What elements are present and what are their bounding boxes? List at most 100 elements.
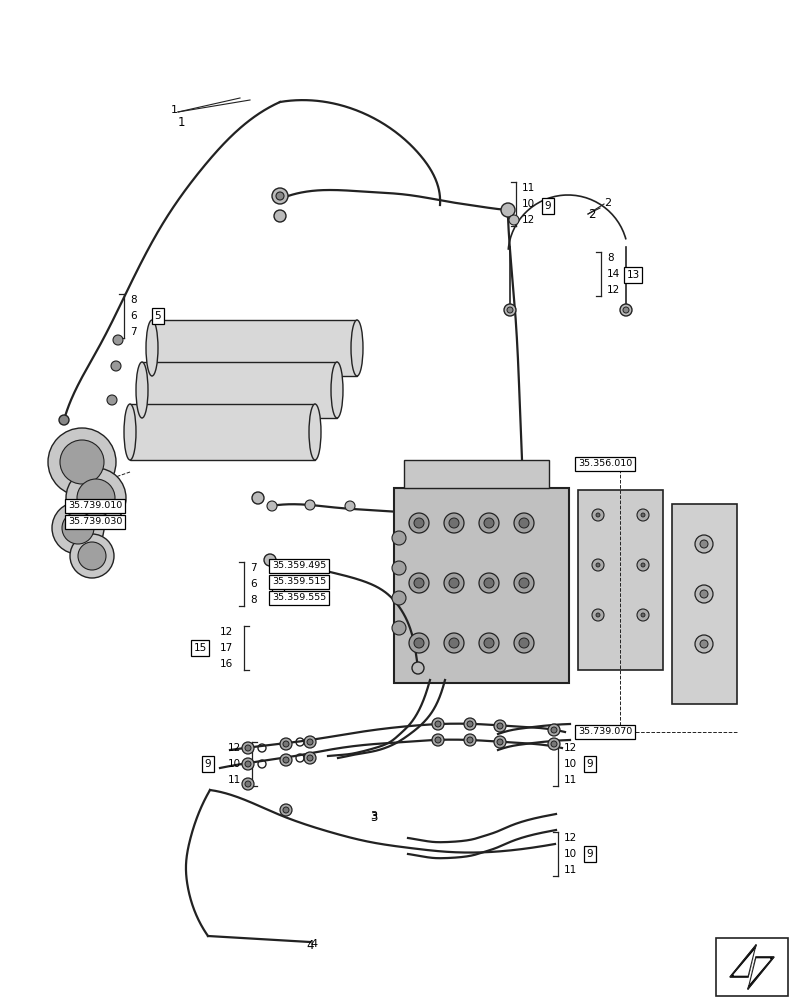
Circle shape <box>496 723 502 729</box>
Polygon shape <box>729 945 755 977</box>
Circle shape <box>478 513 499 533</box>
Text: 7: 7 <box>130 327 136 337</box>
Ellipse shape <box>331 362 342 418</box>
Circle shape <box>345 501 354 511</box>
Circle shape <box>699 540 707 548</box>
Text: 10: 10 <box>564 759 577 769</box>
Text: 3: 3 <box>370 811 377 824</box>
Text: 3: 3 <box>370 811 376 821</box>
Circle shape <box>60 440 104 484</box>
Circle shape <box>478 633 499 653</box>
Circle shape <box>595 613 599 617</box>
Circle shape <box>303 752 315 764</box>
Circle shape <box>483 638 493 648</box>
Circle shape <box>591 609 603 621</box>
Text: 35.359.495: 35.359.495 <box>272 562 326 570</box>
Text: 9: 9 <box>204 759 211 769</box>
Text: 13: 13 <box>625 270 639 280</box>
Circle shape <box>409 573 428 593</box>
Text: 11: 11 <box>564 865 577 875</box>
Text: 5: 5 <box>274 579 281 589</box>
Circle shape <box>70 534 114 578</box>
Text: 9: 9 <box>544 201 551 211</box>
Bar <box>152 320 357 376</box>
Circle shape <box>518 638 528 648</box>
Circle shape <box>245 781 251 787</box>
Circle shape <box>307 755 312 761</box>
Circle shape <box>591 509 603 521</box>
Circle shape <box>242 742 254 754</box>
Ellipse shape <box>135 362 148 418</box>
Circle shape <box>493 720 505 732</box>
Text: 1: 1 <box>178 116 185 129</box>
Circle shape <box>409 513 428 533</box>
Circle shape <box>506 307 513 313</box>
Text: 10: 10 <box>228 759 241 769</box>
Circle shape <box>78 542 106 570</box>
Circle shape <box>551 727 556 733</box>
Circle shape <box>636 559 648 571</box>
Circle shape <box>242 778 254 790</box>
Polygon shape <box>747 957 773 989</box>
Circle shape <box>280 754 292 766</box>
Text: 10: 10 <box>564 849 577 859</box>
Text: 12: 12 <box>228 743 241 753</box>
Bar <box>142 362 337 418</box>
Circle shape <box>48 428 116 496</box>
Text: 35.739.010: 35.739.010 <box>68 502 122 510</box>
Text: 8: 8 <box>607 253 613 263</box>
Circle shape <box>483 578 493 588</box>
Circle shape <box>113 335 122 345</box>
Circle shape <box>493 736 505 748</box>
Circle shape <box>77 479 115 517</box>
Circle shape <box>414 578 423 588</box>
Text: 7: 7 <box>250 563 256 573</box>
Circle shape <box>636 609 648 621</box>
Ellipse shape <box>350 320 363 376</box>
Circle shape <box>251 492 264 504</box>
Text: 1: 1 <box>171 105 178 115</box>
Text: 12: 12 <box>564 743 577 753</box>
Circle shape <box>595 513 599 517</box>
Circle shape <box>411 662 423 674</box>
Text: 11: 11 <box>564 775 577 785</box>
Circle shape <box>518 578 528 588</box>
Bar <box>715 938 787 996</box>
Text: 11: 11 <box>228 775 241 785</box>
Circle shape <box>272 188 288 204</box>
Text: 35.739.070: 35.739.070 <box>577 727 632 736</box>
Text: 35.739.030: 35.739.030 <box>68 518 122 526</box>
Circle shape <box>107 395 117 405</box>
Circle shape <box>640 613 644 617</box>
Circle shape <box>307 739 312 745</box>
Circle shape <box>62 512 94 544</box>
Text: 12: 12 <box>607 285 620 295</box>
Bar <box>672 504 736 704</box>
Circle shape <box>409 633 428 653</box>
Circle shape <box>622 307 629 313</box>
Circle shape <box>303 736 315 748</box>
Circle shape <box>518 518 528 528</box>
Text: 35.359.555: 35.359.555 <box>272 593 326 602</box>
Text: 35.356.010: 35.356.010 <box>577 460 632 468</box>
Circle shape <box>699 640 707 648</box>
Circle shape <box>435 737 440 743</box>
Circle shape <box>392 621 406 635</box>
Text: 2: 2 <box>587 208 594 221</box>
Circle shape <box>264 554 276 566</box>
Circle shape <box>435 721 440 727</box>
Circle shape <box>640 513 644 517</box>
Circle shape <box>595 563 599 567</box>
Circle shape <box>513 513 534 533</box>
Text: 12: 12 <box>521 215 534 225</box>
Ellipse shape <box>146 320 158 376</box>
Circle shape <box>591 559 603 571</box>
Text: 2: 2 <box>603 198 611 208</box>
Text: 14: 14 <box>607 269 620 279</box>
Circle shape <box>513 633 534 653</box>
Text: 4: 4 <box>306 939 313 952</box>
Circle shape <box>508 215 518 225</box>
Ellipse shape <box>309 404 320 460</box>
Circle shape <box>694 535 712 553</box>
Circle shape <box>496 739 502 745</box>
